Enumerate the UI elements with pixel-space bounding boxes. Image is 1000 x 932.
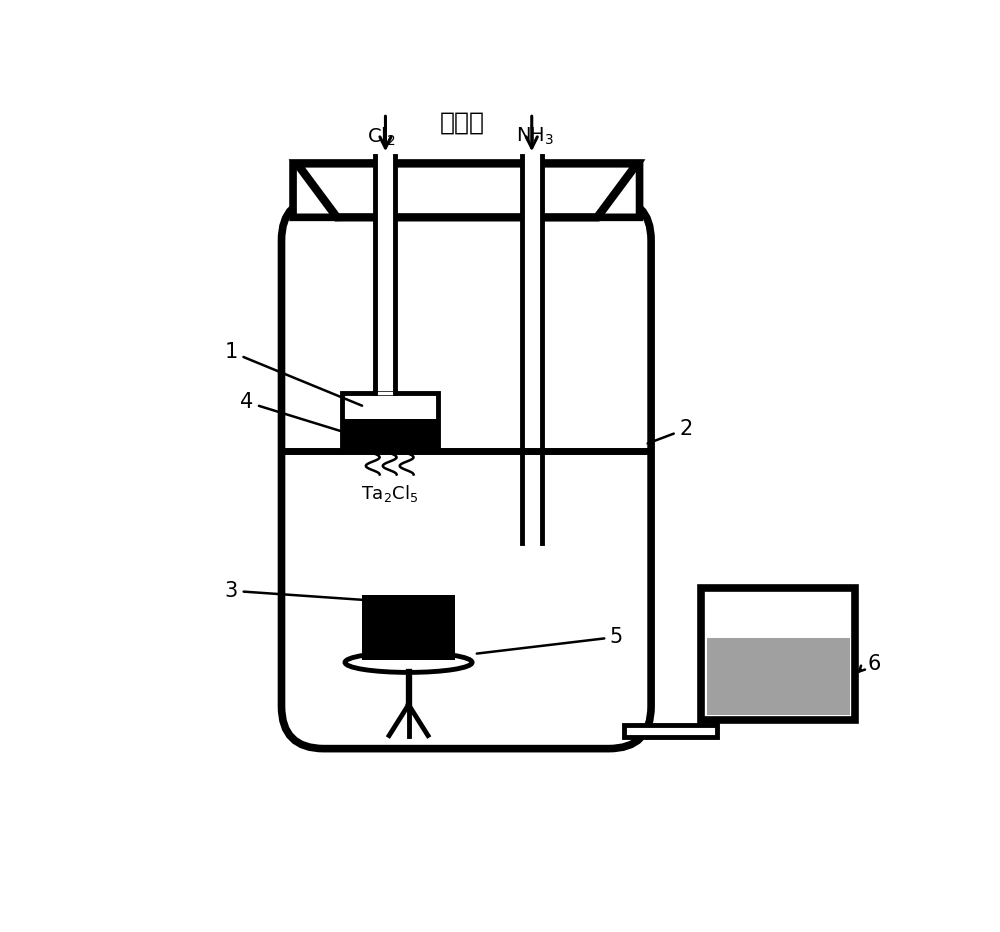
Text: Cl$_2$: Cl$_2$	[367, 125, 396, 147]
Bar	[707, 638, 850, 715]
Text: 4: 4	[240, 392, 347, 432]
Text: 1: 1	[225, 342, 362, 405]
Text: NH$_3$: NH$_3$	[516, 126, 555, 147]
Polygon shape	[297, 163, 637, 217]
Polygon shape	[396, 163, 640, 217]
Bar	[701, 588, 855, 720]
FancyBboxPatch shape	[282, 199, 651, 748]
Text: 进气口: 进气口	[440, 111, 485, 134]
Text: 6: 6	[868, 654, 881, 674]
Text: Ta$_2$Cl$_5$: Ta$_2$Cl$_5$	[361, 483, 418, 504]
Text: 3: 3	[225, 581, 373, 601]
Bar	[342, 419, 438, 448]
Text: 5: 5	[477, 627, 623, 653]
Text: 2: 2	[648, 419, 692, 444]
Ellipse shape	[345, 652, 472, 672]
Bar	[624, 725, 717, 737]
Bar	[362, 595, 455, 660]
Bar	[342, 393, 438, 448]
Polygon shape	[293, 163, 375, 217]
